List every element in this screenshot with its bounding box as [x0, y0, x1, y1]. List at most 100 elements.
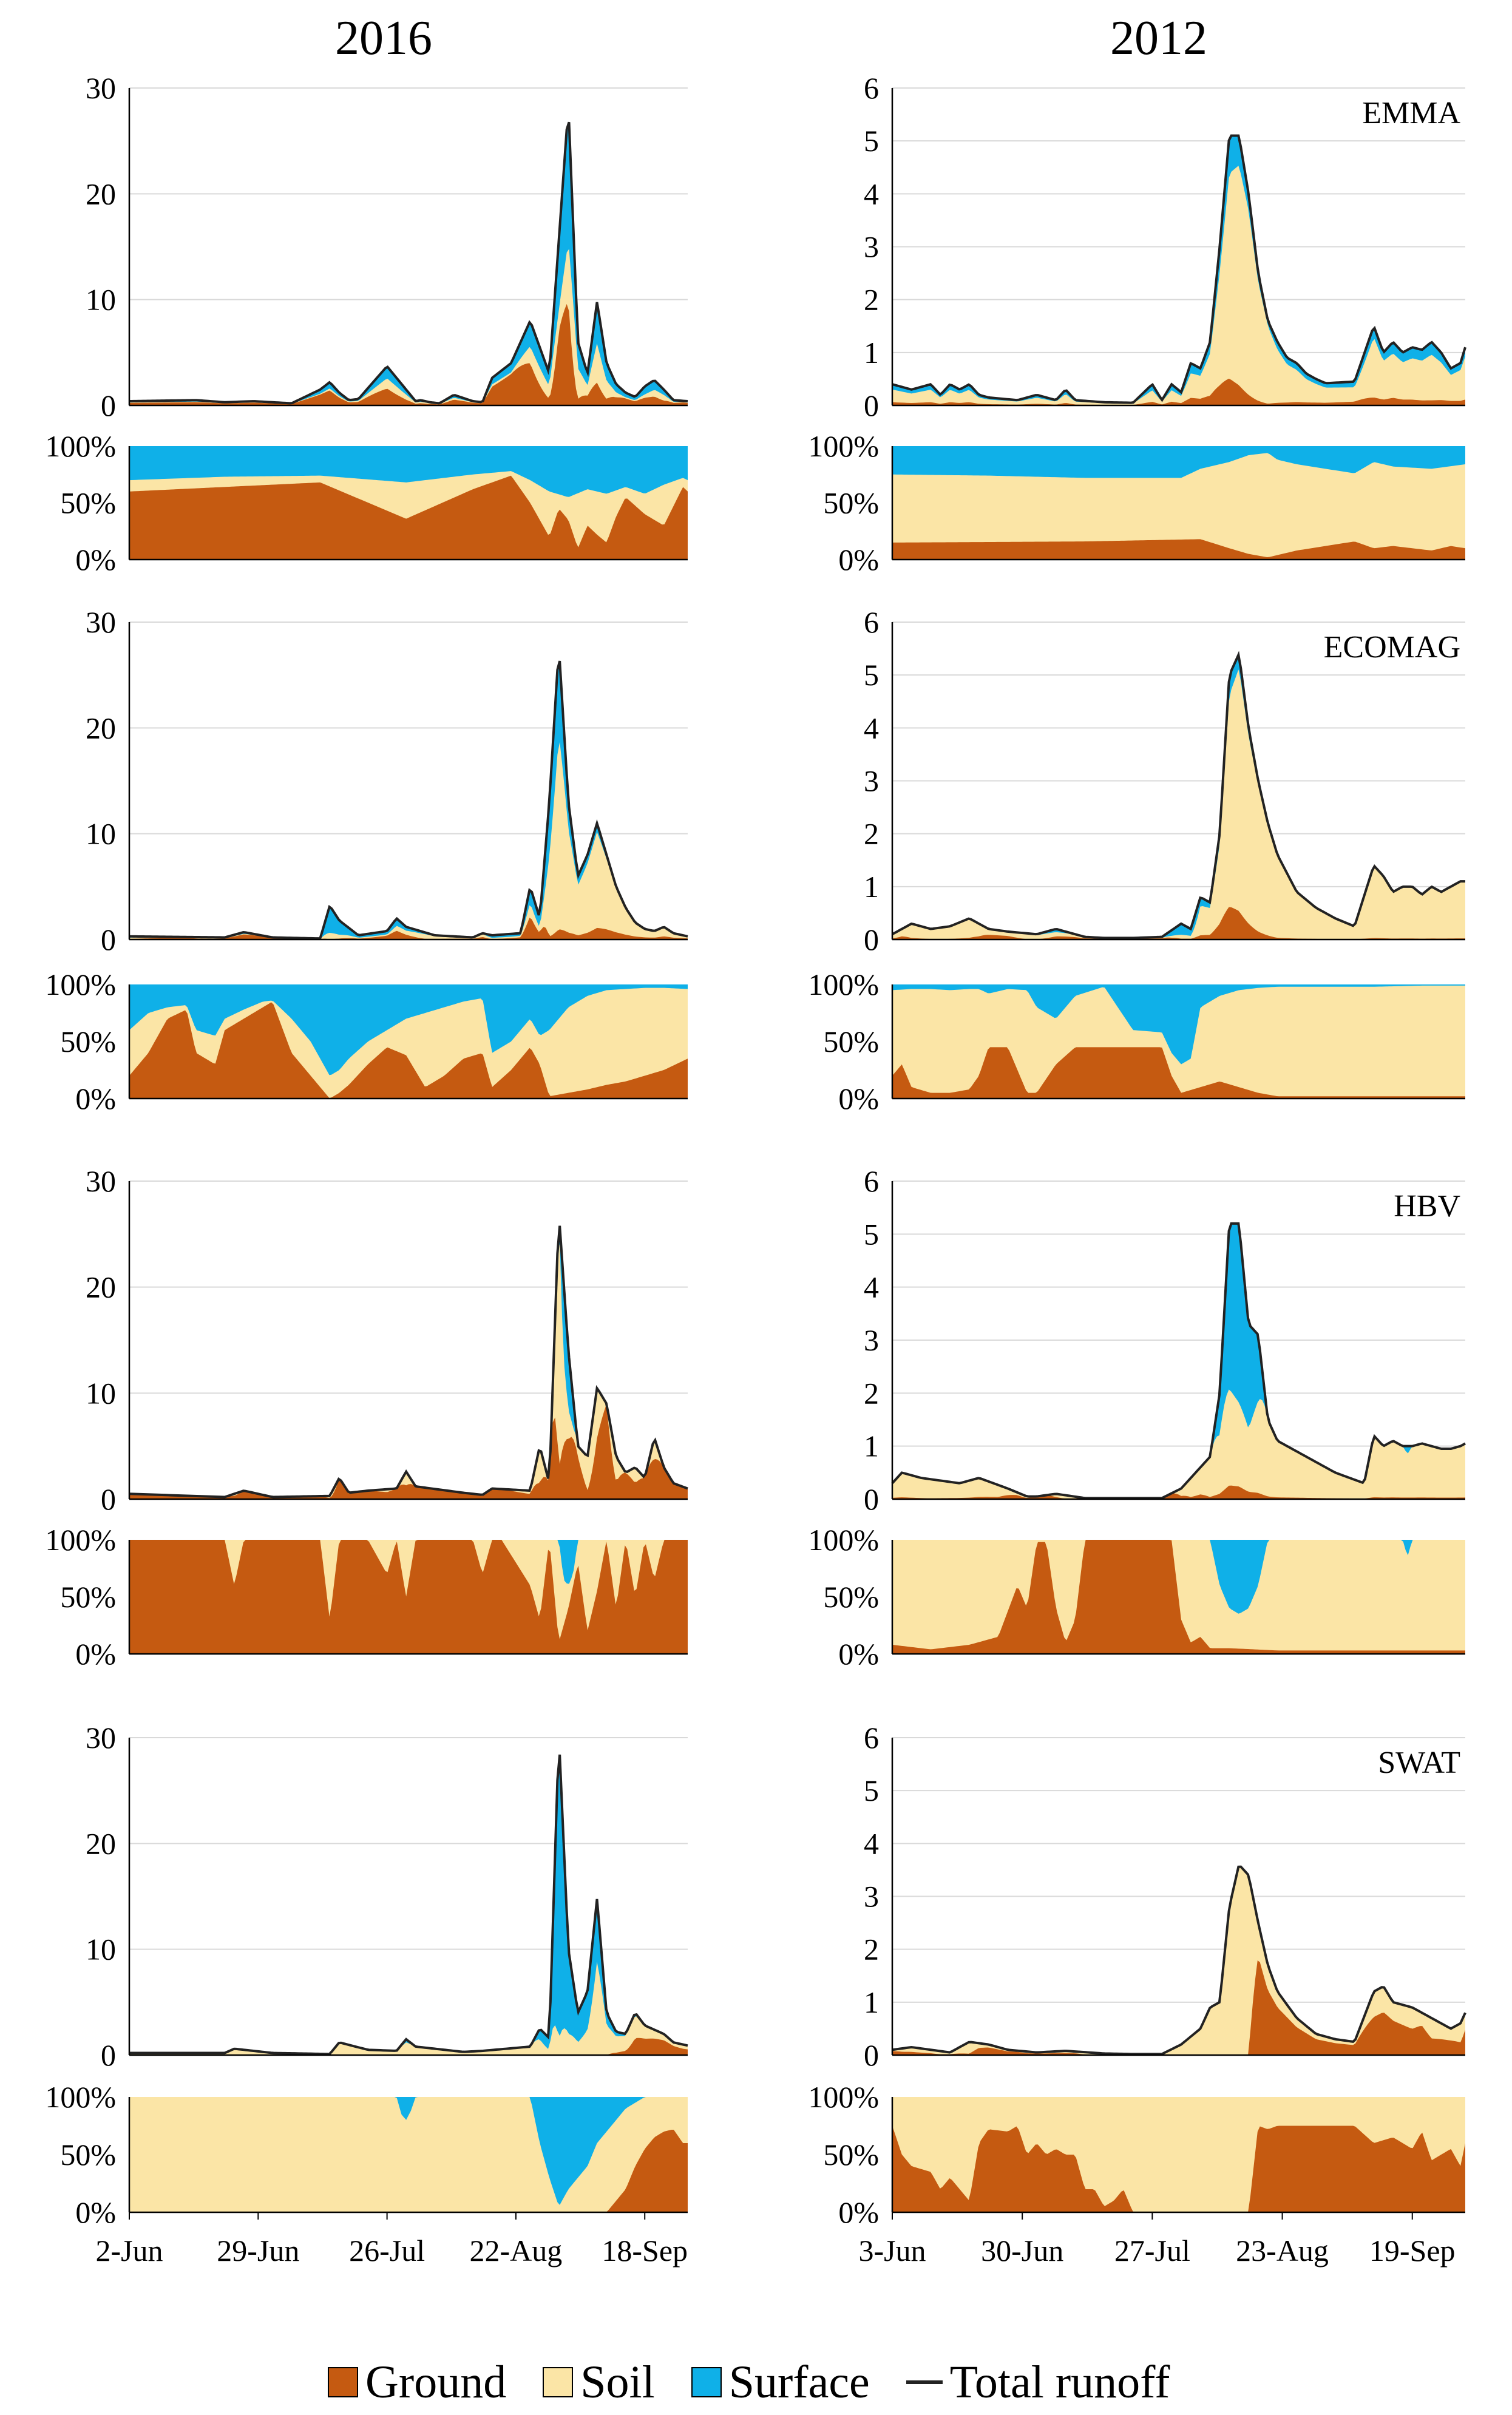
y-tick-label-emma-2012: 4	[864, 177, 879, 211]
y-tick-label-swat-2016: 10	[86, 1932, 116, 1966]
y-tick-label-hbv-2012: 0	[864, 1482, 879, 1516]
total-runoff-line-ecomag-2012	[892, 651, 1465, 940]
ground-share-area-emma-2012	[892, 539, 1465, 560]
ground-area-swat-2016	[129, 2037, 688, 2055]
ground-share-area-swat-2016	[129, 2129, 688, 2212]
x-tick-label-swat-2012: 30-Jun	[981, 2234, 1063, 2268]
ground-share-area-emma-2016	[129, 475, 688, 560]
y-tick-label-swat-2012: 1	[864, 1985, 879, 2019]
share-tick-label-swat-2012: 100%	[808, 2080, 879, 2114]
x-tick-label-swat-2012: 3-Jun	[858, 2234, 926, 2268]
share-tick-label-emma-2012: 100%	[808, 429, 879, 463]
y-tick-label-emma-2012: 5	[864, 124, 879, 158]
total-runoff-line-swat-2016	[129, 1754, 688, 2056]
y-tick-label-emma-2012: 0	[864, 388, 879, 422]
y-tick-label-emma-2016: 20	[86, 177, 116, 211]
y-tick-label-ecomag-2016: 10	[86, 817, 116, 851]
soil-area-ecomag-2012	[892, 669, 1465, 940]
total-runoff-line-hbv-2012	[891, 1222, 1466, 1500]
y-tick-label-ecomag-2012: 0	[864, 923, 879, 957]
y-tick-label-hbv-2016: 20	[86, 1270, 116, 1304]
legend-label-soil: Soil	[580, 2356, 655, 2408]
y-tick-label-swat-2016: 0	[101, 2038, 116, 2072]
ground-area-hbv-2012	[892, 1485, 1465, 1499]
share-tick-label-swat-2016: 0%	[75, 2195, 116, 2229]
share-tick-label-swat-2016: 100%	[45, 2080, 116, 2114]
y-tick-label-hbv-2016: 30	[86, 1164, 116, 1198]
share-tick-label-hbv-2016: 0%	[75, 1637, 116, 1671]
ground-share-area-hbv-2012	[892, 1540, 1465, 1654]
y-tick-label-hbv-2012: 3	[864, 1323, 879, 1357]
ground-area-ecomag-2016	[129, 917, 688, 940]
soil-area-emma-2016	[129, 249, 688, 405]
y-tick-label-ecomag-2012: 3	[864, 764, 879, 798]
ground-share-area-hbv-2016	[129, 1540, 688, 1654]
x-tick-label-swat-2012: 19-Sep	[1369, 2234, 1456, 2268]
model-label-hbv: HBV	[1394, 1189, 1460, 1224]
share-tick-label-swat-2012: 0%	[838, 2195, 879, 2229]
surface-area-emma-2016	[129, 122, 688, 406]
soil-area-ecomag-2016	[129, 742, 688, 940]
soil-area-hbv-2012	[892, 1389, 1465, 1499]
x-tick-label-swat-2016: 2-Jun	[95, 2234, 163, 2268]
share-tick-label-hbv-2012: 50%	[823, 1580, 879, 1614]
y-tick-label-ecomag-2016: 0	[101, 923, 116, 957]
share-tick-label-ecomag-2016: 50%	[60, 1025, 116, 1058]
y-tick-label-swat-2016: 20	[86, 1826, 116, 1860]
soil-area-emma-2012	[892, 166, 1465, 405]
ground-share-area-swat-2012	[892, 2125, 1465, 2212]
x-tick-label-swat-2012: 23-Aug	[1236, 2234, 1329, 2268]
y-tick-label-emma-2016: 30	[86, 71, 116, 105]
y-tick-label-swat-2012: 3	[864, 1880, 879, 1914]
y-tick-label-ecomag-2012: 6	[864, 605, 879, 639]
share-tick-label-swat-2012: 50%	[823, 2138, 879, 2172]
legend-label-total-runoff: Total runoff	[949, 2356, 1170, 2408]
ground-area-hbv-2016	[129, 1404, 688, 1499]
y-tick-label-swat-2012: 4	[864, 1826, 879, 1860]
soil-share-area-swat-2016	[129, 2097, 688, 2212]
x-tick-label-swat-2016: 29-Jun	[217, 2234, 299, 2268]
y-tick-label-emma-2012: 3	[864, 230, 879, 264]
total-runoff-line-hbv-2016	[129, 1225, 688, 1499]
share-tick-label-hbv-2012: 100%	[808, 1523, 879, 1557]
share-tick-label-swat-2016: 50%	[60, 2138, 116, 2172]
x-tick-label-swat-2012: 27-Jul	[1114, 2234, 1190, 2268]
share-tick-label-hbv-2016: 50%	[60, 1580, 116, 1614]
share-tick-label-hbv-2016: 100%	[45, 1523, 116, 1557]
model-label-ecomag: ECOMAG	[1324, 630, 1460, 665]
legend-item-total-runoff: Total runoff	[906, 2356, 1170, 2409]
y-tick-label-emma-2012: 6	[864, 71, 879, 105]
y-tick-label-ecomag-2016: 30	[86, 605, 116, 639]
x-tick-label-swat-2016: 18-Sep	[602, 2234, 688, 2268]
share-tick-label-hbv-2012: 0%	[838, 1637, 879, 1671]
legend-swatch-ground	[328, 2367, 358, 2397]
y-tick-label-swat-2012: 0	[864, 2038, 879, 2072]
y-tick-label-hbv-2016: 10	[86, 1376, 116, 1410]
share-tick-label-ecomag-2016: 0%	[75, 1082, 116, 1116]
legend-item-ground: Ground	[328, 2356, 506, 2409]
share-tick-label-ecomag-2016: 100%	[45, 967, 116, 1001]
y-tick-label-swat-2012: 5	[864, 1773, 879, 1807]
total-runoff-line-swat-2012	[892, 1865, 1466, 2056]
total-runoff-line-emma-2012	[892, 134, 1466, 404]
share-tick-label-emma-2016: 50%	[60, 486, 116, 520]
y-tick-label-ecomag-2012: 5	[864, 658, 879, 692]
legend-label-ground: Ground	[365, 2356, 507, 2408]
y-tick-label-emma-2016: 0	[101, 388, 116, 422]
y-tick-label-emma-2012: 1	[864, 336, 879, 370]
legend: Ground Soil Surface Total runoff	[328, 2355, 1200, 2410]
y-tick-label-ecomag-2012: 1	[864, 870, 879, 904]
model-label-emma: EMMA	[1362, 96, 1460, 130]
y-tick-label-hbv-2012: 4	[864, 1270, 879, 1304]
y-tick-label-ecomag-2012: 2	[864, 817, 879, 851]
y-tick-label-ecomag-2012: 4	[864, 711, 879, 745]
total-runoff-line-emma-2016	[129, 121, 688, 405]
soil-share-area-ecomag-2012	[892, 985, 1465, 1099]
x-tick-label-swat-2016: 26-Jul	[349, 2234, 425, 2268]
column-title-2016: 2016	[335, 12, 432, 65]
y-tick-label-hbv-2012: 1	[864, 1429, 879, 1463]
soil-area-hbv-2016	[129, 1244, 688, 1499]
y-tick-label-swat-2012: 6	[864, 1721, 879, 1755]
share-tick-label-emma-2016: 100%	[45, 429, 116, 463]
